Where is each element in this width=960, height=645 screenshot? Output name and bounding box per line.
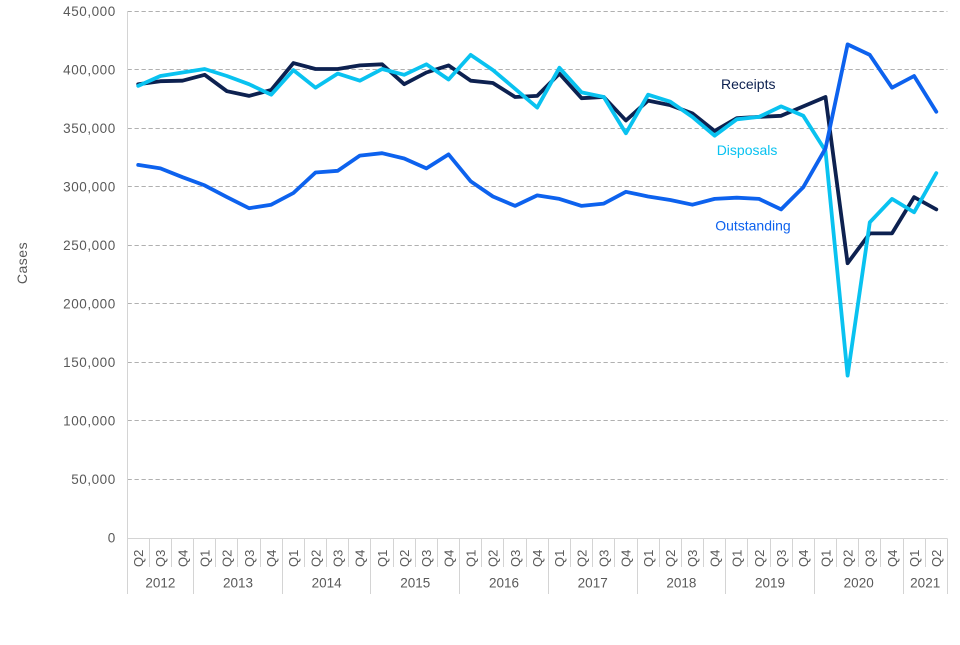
svg-text:2019: 2019 — [755, 576, 785, 591]
svg-text:Q2: Q2 — [131, 550, 146, 567]
svg-text:250,000: 250,000 — [63, 238, 116, 253]
svg-text:450,000: 450,000 — [63, 4, 116, 19]
svg-text:Q1: Q1 — [198, 550, 213, 567]
svg-text:200,000: 200,000 — [63, 296, 116, 311]
svg-text:Q4: Q4 — [441, 550, 456, 567]
svg-text:300,000: 300,000 — [63, 179, 116, 194]
svg-text:Receipts: Receipts — [721, 76, 775, 92]
svg-text:Q4: Q4 — [353, 550, 368, 567]
svg-text:Q1: Q1 — [286, 550, 301, 567]
svg-text:Q4: Q4 — [796, 550, 811, 567]
svg-text:Q2: Q2 — [308, 550, 323, 567]
svg-text:2015: 2015 — [400, 576, 430, 591]
svg-text:400,000: 400,000 — [63, 62, 116, 77]
svg-text:2021: 2021 — [910, 576, 940, 591]
svg-text:Q2: Q2 — [486, 550, 501, 567]
svg-text:Q3: Q3 — [685, 550, 700, 567]
svg-text:Q4: Q4 — [619, 550, 634, 567]
svg-text:150,000: 150,000 — [63, 355, 116, 370]
svg-text:Q4: Q4 — [707, 550, 722, 567]
svg-text:Q4: Q4 — [885, 550, 900, 567]
svg-text:Q3: Q3 — [419, 550, 434, 567]
svg-text:Q4: Q4 — [264, 550, 279, 567]
svg-text:Q3: Q3 — [774, 550, 789, 567]
svg-text:Disposals: Disposals — [717, 142, 778, 158]
svg-text:50,000: 50,000 — [71, 472, 116, 487]
svg-text:Q2: Q2 — [840, 550, 855, 567]
svg-text:Q1: Q1 — [375, 550, 390, 567]
svg-text:Q3: Q3 — [597, 550, 612, 567]
svg-text:Q3: Q3 — [242, 550, 257, 567]
svg-text:0: 0 — [108, 531, 116, 546]
svg-text:100,000: 100,000 — [63, 414, 116, 429]
svg-text:2017: 2017 — [578, 576, 608, 591]
svg-text:Q1: Q1 — [730, 550, 745, 567]
svg-text:Q2: Q2 — [663, 550, 678, 567]
svg-text:Q2: Q2 — [220, 550, 235, 567]
svg-text:Q1: Q1 — [464, 550, 479, 567]
svg-text:Q2: Q2 — [929, 550, 944, 567]
svg-text:Q1: Q1 — [907, 550, 922, 567]
svg-text:2012: 2012 — [145, 576, 175, 591]
svg-text:Q2: Q2 — [574, 550, 589, 567]
svg-text:Q1: Q1 — [641, 550, 656, 567]
svg-text:350,000: 350,000 — [63, 121, 116, 136]
svg-text:Q4: Q4 — [175, 550, 190, 567]
svg-text:2020: 2020 — [844, 576, 874, 591]
svg-text:Q3: Q3 — [153, 550, 168, 567]
svg-text:Cases: Cases — [14, 242, 30, 284]
svg-text:2016: 2016 — [489, 576, 519, 591]
svg-text:Outstanding: Outstanding — [715, 217, 791, 233]
svg-text:Q4: Q4 — [530, 550, 545, 567]
svg-text:Q3: Q3 — [863, 550, 878, 567]
svg-text:Q3: Q3 — [508, 550, 523, 567]
svg-text:Q2: Q2 — [752, 550, 767, 567]
svg-text:2018: 2018 — [666, 576, 696, 591]
svg-text:2014: 2014 — [312, 576, 343, 591]
svg-text:Q2: Q2 — [397, 550, 412, 567]
svg-text:Q1: Q1 — [552, 550, 567, 567]
svg-text:Q3: Q3 — [331, 550, 346, 567]
svg-text:Q1: Q1 — [818, 550, 833, 567]
svg-text:2013: 2013 — [223, 576, 253, 591]
